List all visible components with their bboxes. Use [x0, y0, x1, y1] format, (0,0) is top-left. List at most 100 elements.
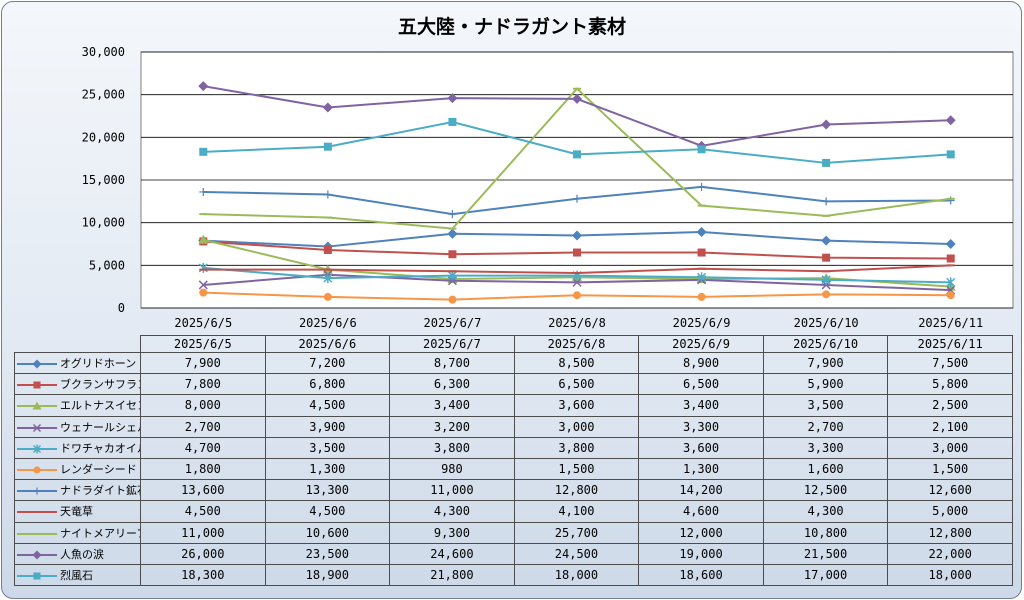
table-cell: 18,000	[887, 563, 1013, 587]
legend-key-icon	[17, 381, 57, 389]
data-point	[33, 381, 41, 389]
table-cell: 3,000	[513, 415, 640, 438]
table-header-cell: 2025/6/10	[762, 335, 889, 353]
table-cell: 18,300	[140, 563, 266, 587]
table-cell: 2,500	[887, 394, 1013, 417]
table-cell: 7,900	[140, 351, 266, 375]
table-cell: 7,500	[887, 351, 1013, 375]
table-row: 天竜草 4,500 4,500 4,300 4,100 4,600 4,300 5,000	[14, 500, 1013, 523]
table-cell: 14,200	[638, 479, 764, 502]
legend-key-icon	[17, 466, 57, 474]
y-tick-label: 20,000	[82, 130, 125, 144]
legend-entry: オグリドホーン	[14, 351, 141, 375]
data-point	[322, 102, 333, 113]
table-cell: 2,100	[887, 415, 1013, 438]
table-cell: 3,800	[513, 436, 640, 459]
legend-key-icon	[17, 511, 57, 514]
data-point	[32, 423, 42, 432]
table-row: 人魚の涙 26,000 23,500 24,600 24,500 19,000 21,500…	[14, 542, 1013, 565]
table-cell: 3,900	[264, 415, 391, 438]
table-cell: 6,300	[389, 373, 515, 396]
table-cell: 5,900	[762, 373, 889, 396]
y-tick-label: 10,000	[82, 216, 125, 230]
data-point	[199, 187, 208, 196]
data-point	[573, 248, 581, 257]
table-cell: 4,500	[264, 394, 391, 417]
table-cell: 17,000	[762, 563, 889, 587]
data-point	[821, 274, 831, 285]
legend-label: エルトナスイセン	[60, 399, 141, 413]
data-point	[199, 147, 208, 156]
table-cell: 1,300	[264, 457, 391, 481]
y-tick-label: 5,000	[89, 258, 125, 272]
table-cell: 21,500	[762, 542, 889, 565]
legend-label: 天竜草	[60, 505, 93, 519]
data-point	[33, 487, 41, 495]
data-point	[198, 234, 209, 244]
data-point	[448, 117, 457, 126]
legend-key-icon	[17, 487, 57, 495]
legend-entry: レンダーシード	[14, 457, 141, 481]
table-header-cell: 2025/6/5	[140, 335, 266, 353]
table-header-cell: 2025/6/11	[887, 335, 1013, 353]
legend-entry: 天竜草	[14, 500, 141, 523]
x-tick-label: 2025/6/11	[918, 316, 983, 330]
legend-entry: ナドラダイト鉱石	[14, 479, 141, 502]
data-point	[198, 81, 209, 92]
data-point	[822, 290, 831, 299]
data-point	[198, 280, 208, 290]
data-point	[323, 273, 333, 284]
table-header-cell: 2025/6/8	[513, 335, 640, 353]
data-point	[696, 227, 707, 238]
table-cell: 1,500	[513, 457, 640, 481]
data-point	[697, 248, 706, 257]
table-cell: 18,600	[638, 563, 764, 587]
table-cell: 13,300	[264, 479, 391, 502]
table-header-cell: 2025/6/6	[264, 335, 391, 353]
x-tick-label: 2025/6/7	[424, 316, 482, 330]
legend-key-icon	[17, 423, 57, 432]
data-point	[697, 182, 706, 191]
data-point	[573, 194, 581, 203]
table-cell: 18,000	[513, 563, 640, 587]
table-cell: 26,000	[140, 542, 266, 565]
legend-key-icon	[17, 444, 57, 454]
data-point	[946, 277, 956, 288]
table-cell: 24,600	[389, 542, 515, 565]
y-axis-ticks: 0 5,000 10,000 15,000 20,000 25,000 30,000	[82, 45, 125, 315]
data-point	[33, 572, 41, 580]
data-point	[946, 254, 955, 263]
gridlines	[140, 51, 1014, 309]
table-row: エルトナスイセン 8,000 4,500 3,400 3,600 3,400 3,500 2,…	[14, 394, 1013, 417]
data-point	[697, 145, 706, 154]
table-cell: 4,500	[264, 500, 391, 523]
table-cell: 3,400	[389, 394, 515, 417]
data-point	[573, 291, 581, 300]
table-cell: 2,700	[762, 415, 889, 438]
legend-label: ナドラダイト鉱石	[60, 484, 141, 498]
legend-label: 烈風石	[60, 568, 93, 582]
legend-key-icon	[17, 532, 57, 535]
data-point	[447, 93, 458, 104]
series-line	[199, 117, 955, 167]
data-point	[572, 277, 582, 287]
series-line	[199, 182, 955, 219]
table-row: レンダーシード 1,800 1,300 980 1,500 1,300 1,600 1,500	[14, 457, 1013, 481]
data-point	[33, 466, 41, 474]
table-header-row: 2025/6/5 2025/6/6 2025/6/7 2025/6/8 2025/6/9…	[14, 335, 1013, 353]
table-cell: 3,000	[887, 436, 1013, 459]
y-tick-label: 25,000	[82, 88, 125, 102]
data-point	[199, 288, 208, 297]
data-point	[448, 295, 457, 304]
legend-entry: ドワチャカオイル	[14, 436, 141, 459]
table-cell: 1,800	[140, 457, 266, 481]
data-point	[822, 253, 831, 262]
legend-entry: ブクランサフラン	[14, 373, 141, 396]
table-row: ナイトメアリーフ 11,000 10,600 9,300 25,700 12,000 10,…	[14, 521, 1013, 544]
table-cell: 3,200	[389, 415, 515, 438]
table-cell: 19,000	[638, 542, 764, 565]
table-cell: 4,500	[140, 500, 266, 523]
chart-title: 五大陸・ナドラガント素材	[397, 16, 626, 38]
table-cell: 25,700	[513, 521, 640, 544]
